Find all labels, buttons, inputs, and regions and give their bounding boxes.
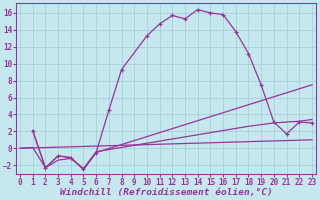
X-axis label: Windchill (Refroidissement éolien,°C): Windchill (Refroidissement éolien,°C) [60, 188, 272, 197]
